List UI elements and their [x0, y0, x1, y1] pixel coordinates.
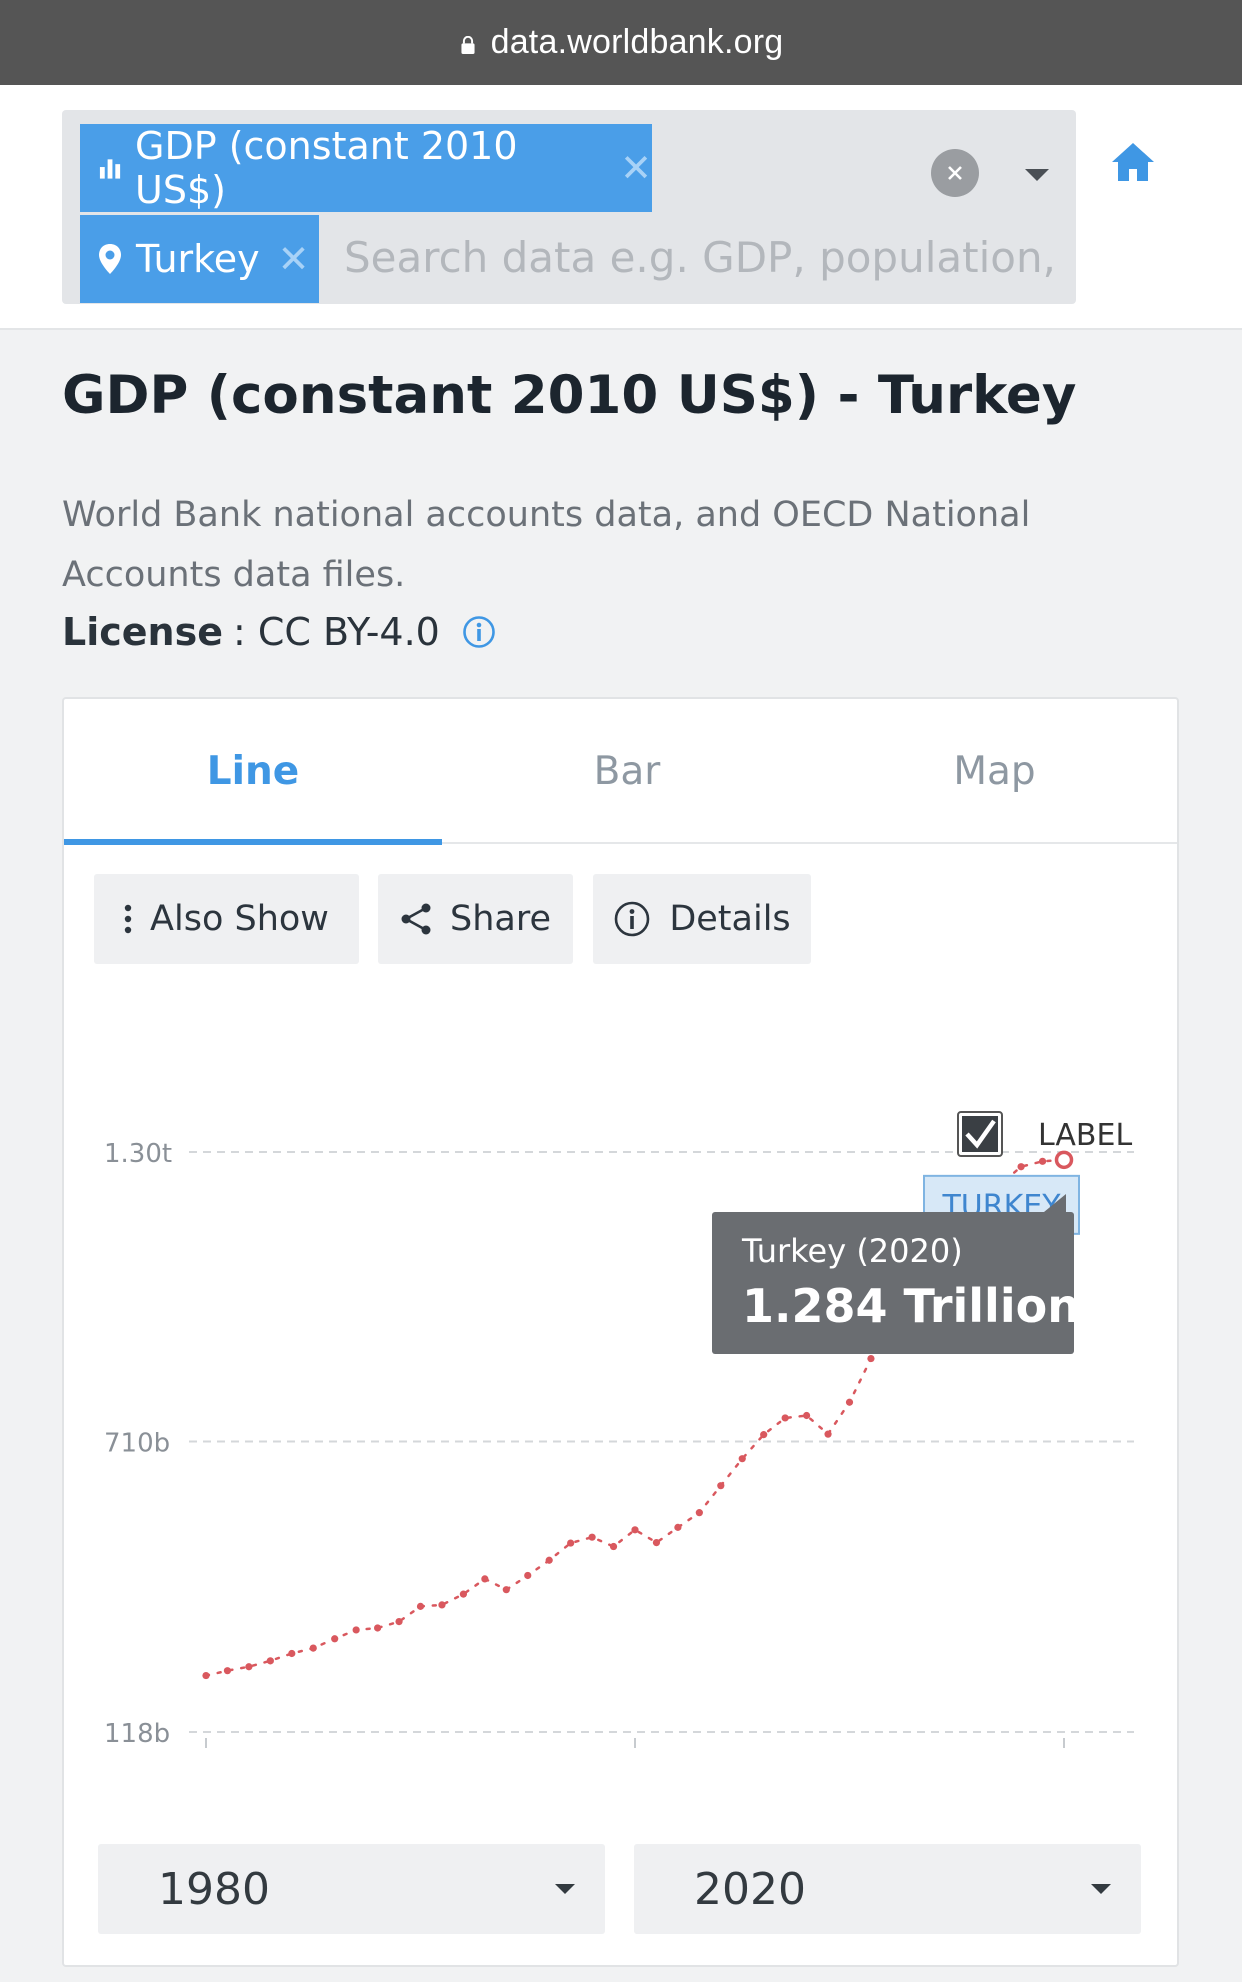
home-icon[interactable] — [1108, 137, 1158, 187]
data-point[interactable] — [245, 1663, 253, 1671]
data-point[interactable] — [695, 1509, 703, 1517]
browser-url-bar[interactable]: data.worldbank.org — [0, 0, 1242, 85]
url-text: data.worldbank.org — [490, 23, 784, 61]
tooltip-value: 1.284 Trillion — [742, 1279, 1080, 1333]
license-value: : CC BY-4.0 — [232, 610, 440, 654]
active-tab-indicator — [64, 839, 442, 845]
tooltip-pointer — [1044, 1194, 1066, 1212]
data-point[interactable] — [502, 1586, 510, 1594]
details-label: Details — [669, 899, 791, 939]
info-icon[interactable] — [462, 615, 496, 649]
data-point[interactable] — [781, 1414, 789, 1422]
search-box[interactable]: GDP (constant 2010 US$) ✕ Turkey ✕ — [62, 110, 1076, 304]
data-point[interactable] — [288, 1649, 296, 1658]
page-title: GDP (constant 2010 US$) - Turkey — [62, 365, 1077, 426]
data-point[interactable] — [459, 1590, 467, 1598]
data-point[interactable] — [717, 1482, 725, 1490]
also-show-button[interactable]: Also Show — [94, 874, 359, 964]
data-point[interactable] — [609, 1542, 618, 1551]
indicator-chip-label: GDP (constant 2010 US$) — [135, 124, 518, 212]
y-tick-label: 1.30t — [104, 1139, 172, 1169]
chart-card: Line Bar Map Also Show Share Details 1.3… — [62, 697, 1179, 1967]
data-point[interactable] — [223, 1667, 232, 1675]
data-point[interactable] — [845, 1398, 854, 1406]
tab-line[interactable]: Line — [206, 749, 300, 794]
more-vertical-icon — [124, 904, 132, 934]
label-toggle-text: LABEL — [1038, 1118, 1132, 1153]
remove-indicator-icon[interactable]: ✕ — [620, 146, 652, 190]
data-point[interactable] — [867, 1354, 875, 1363]
y-tick-label: 710b — [104, 1429, 170, 1459]
info-circle-icon — [615, 901, 650, 937]
data-point[interactable] — [1017, 1163, 1025, 1171]
end-year-select[interactable]: 2020 — [634, 1844, 1141, 1934]
data-point[interactable] — [309, 1644, 317, 1652]
location-pin-icon — [99, 244, 121, 274]
data-point[interactable] — [438, 1601, 446, 1609]
start-year-value: 1980 — [158, 1863, 270, 1915]
data-point[interactable] — [824, 1430, 832, 1438]
data-point[interactable] — [652, 1538, 661, 1547]
country-chip[interactable]: Turkey ✕ — [80, 215, 319, 303]
tooltip — [712, 1212, 1074, 1354]
share-icon — [401, 903, 431, 935]
data-source-text: World Bank national accounts data, and O… — [62, 495, 1031, 595]
data-point-highlighted[interactable] — [1054, 1150, 1074, 1170]
data-point[interactable] — [738, 1455, 746, 1463]
chart-tabs: Line Bar Map — [64, 699, 1177, 845]
data-point[interactable] — [481, 1575, 489, 1583]
start-year-select[interactable]: 1980 — [98, 1844, 605, 1934]
data-point[interactable] — [803, 1411, 811, 1420]
caret-down-icon — [1091, 1884, 1111, 1894]
site-header: GDP (constant 2010 US$) ✕ Turkey ✕ — [0, 85, 1242, 330]
caret-down-icon — [555, 1884, 575, 1894]
details-button[interactable]: Details — [593, 874, 811, 964]
data-point[interactable] — [416, 1602, 425, 1610]
tab-map[interactable]: Map — [953, 749, 1036, 794]
data-point[interactable] — [674, 1523, 682, 1531]
bar-chart-icon — [99, 159, 121, 179]
remove-country-icon[interactable]: ✕ — [277, 237, 310, 281]
also-show-label: Also Show — [150, 899, 329, 939]
share-button[interactable]: Share — [378, 874, 573, 964]
data-point[interactable] — [524, 1571, 532, 1580]
y-tick-label: 118b — [104, 1719, 170, 1749]
data-point[interactable] — [331, 1635, 339, 1643]
tooltip-title: Turkey (2020) — [741, 1232, 963, 1270]
data-point[interactable] — [588, 1533, 596, 1541]
data-point[interactable] — [202, 1671, 210, 1680]
indicator-chip[interactable]: GDP (constant 2010 US$) ✕ — [80, 124, 652, 212]
lock-icon — [461, 35, 475, 54]
data-point[interactable] — [1038, 1157, 1047, 1165]
data-point[interactable] — [760, 1431, 768, 1439]
search-input[interactable] — [344, 222, 1069, 292]
data-point[interactable] — [266, 1657, 274, 1665]
clear-search-button[interactable] — [931, 149, 979, 197]
country-chip-label: Turkey — [136, 237, 260, 281]
license-row: License : CC BY-4.0 — [62, 610, 496, 654]
data-point[interactable] — [395, 1617, 403, 1626]
search-dropdown-button[interactable] — [1017, 162, 1057, 188]
data-point[interactable] — [374, 1624, 382, 1632]
label-toggle[interactable]: LABEL — [957, 1111, 1132, 1157]
license-label: License — [62, 610, 223, 654]
tab-bar[interactable]: Bar — [593, 749, 661, 794]
data-point[interactable] — [352, 1626, 360, 1634]
close-icon — [948, 166, 962, 180]
data-point[interactable] — [567, 1539, 575, 1547]
data-point[interactable] — [545, 1556, 553, 1564]
caret-down-icon — [1025, 169, 1049, 181]
data-point[interactable] — [631, 1526, 639, 1534]
end-year-value: 2020 — [694, 1863, 806, 1915]
share-label: Share — [449, 899, 551, 939]
